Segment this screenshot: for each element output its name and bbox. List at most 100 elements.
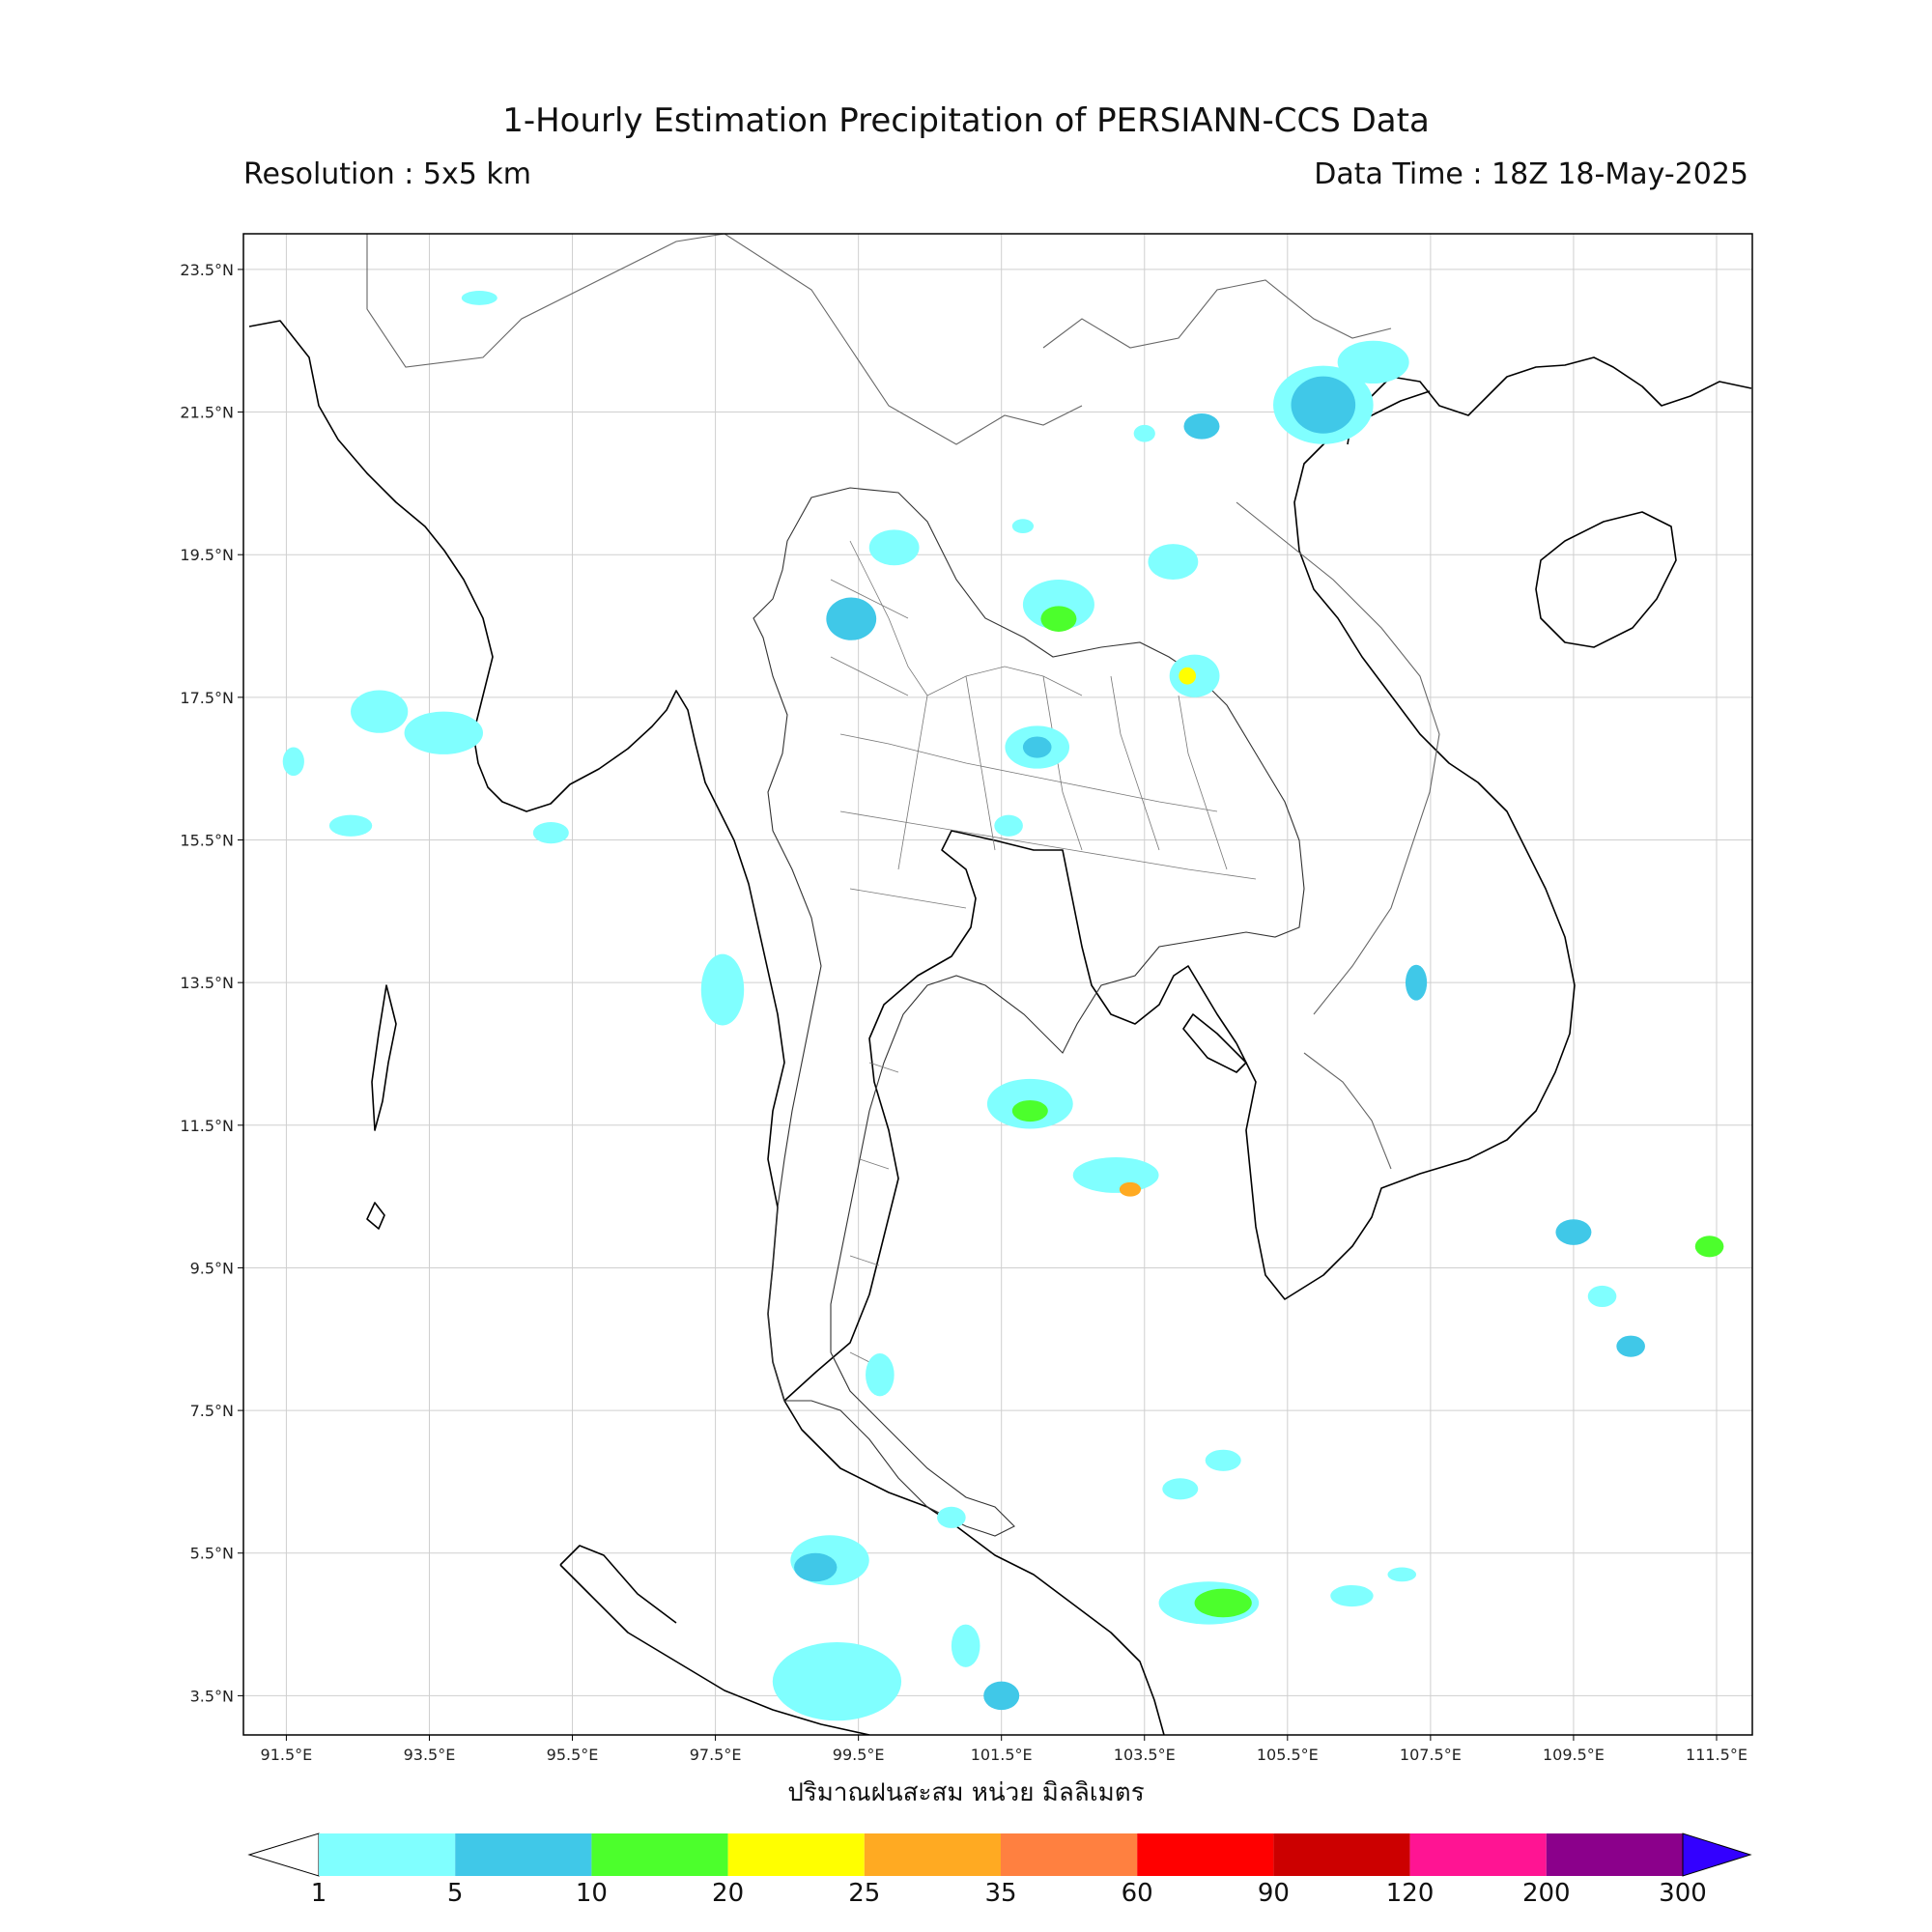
precip-cell	[983, 1681, 1020, 1711]
colorbar	[247, 1833, 1752, 1877]
precip-cell	[868, 529, 920, 566]
coastline-peninsula	[783, 830, 1237, 1402]
border-myanmar-laos	[724, 234, 1083, 445]
precip-cell	[328, 814, 373, 837]
lon-tick-label: 105.5°E	[1257, 1746, 1319, 1764]
lat-tick-label: 21.5°N	[180, 404, 234, 422]
precip-cell	[1011, 1099, 1048, 1122]
precip-cell	[1011, 519, 1035, 534]
precip-cell	[1194, 1588, 1252, 1618]
precip-cell	[700, 953, 745, 1026]
data-time-label: Data Time : 18Z 18-May-2025	[1314, 157, 1748, 191]
colorbar-over-arrow	[1682, 1833, 1752, 1877]
border-laos-vietnam	[1236, 501, 1440, 1015]
colorbar-segment	[727, 1833, 865, 1876]
border-myanmar-china	[366, 234, 725, 368]
colorbar-segment	[864, 1833, 1001, 1876]
resolution-label: Resolution : 5x5 km	[243, 157, 531, 191]
colorbar-segment	[1001, 1833, 1138, 1876]
lon-tick-label: 103.5°E	[1114, 1746, 1176, 1764]
coastline-gulf	[783, 1400, 1165, 1735]
lat-tick-label: 7.5°N	[190, 1402, 234, 1420]
precip-cell	[1119, 1181, 1142, 1197]
coastline-sumatra	[559, 1564, 870, 1735]
province-lines	[830, 540, 1257, 1373]
precip-cell	[1183, 413, 1220, 440]
colorbar-segment	[319, 1833, 456, 1876]
lat-tick-label: 9.5°N	[190, 1259, 234, 1277]
lon-tick-label: 95.5°E	[547, 1746, 599, 1764]
lat-tick-label: 23.5°N	[180, 261, 234, 279]
colorbar-tick-label: 120	[1385, 1879, 1435, 1908]
lat-tick-label: 3.5°N	[190, 1687, 234, 1705]
precip-cell	[461, 291, 497, 305]
lat-tick-label: 13.5°N	[180, 974, 234, 992]
precip-cell	[1337, 340, 1409, 384]
precip-cell	[1694, 1236, 1724, 1258]
precip-cell	[866, 1353, 895, 1397]
colorbar-tick-label: 25	[848, 1879, 881, 1908]
precipitation-cells	[282, 291, 1724, 1721]
precip-cell	[404, 711, 483, 754]
lat-tick-label: 5.5°N	[190, 1545, 234, 1563]
colorbar-segment	[455, 1833, 592, 1876]
precip-cell	[1072, 1157, 1159, 1193]
lon-tick-label: 93.5°E	[404, 1746, 456, 1764]
colorbar-segment	[1409, 1833, 1547, 1876]
colorbar-tick-label: 35	[984, 1879, 1017, 1908]
andaman-islands	[371, 984, 397, 1131]
precip-cell	[1387, 1567, 1417, 1582]
border-laos-china	[1042, 279, 1392, 349]
precip-cell	[1555, 1219, 1592, 1245]
precip-cell	[826, 597, 877, 640]
precip-cell	[532, 822, 569, 844]
colorbar-tick-label: 90	[1257, 1879, 1290, 1908]
graticule	[243, 234, 1752, 1735]
map-frame	[242, 233, 1753, 1736]
colorbar-under-arrow	[247, 1833, 320, 1877]
colorbar-tick-label: 60	[1121, 1879, 1153, 1908]
thailand-outline	[753, 487, 1305, 1537]
colorbar-segment	[591, 1833, 728, 1876]
country-borders	[366, 234, 1440, 1170]
axis-ticks: 23.5°N 21.5°N 19.5°N 17.5°N 15.5°N 13.5°N 11.5…	[180, 261, 1747, 1764]
colorbar-tick-label: 5	[446, 1879, 464, 1908]
precip-cell	[351, 690, 409, 733]
lat-tick-label: 11.5°N	[180, 1117, 234, 1135]
precip-cell	[1040, 606, 1077, 632]
lon-tick-label: 97.5°E	[690, 1746, 742, 1764]
lon-tick-label: 101.5°E	[971, 1746, 1033, 1764]
tonle-sap	[1182, 1013, 1247, 1073]
colorbar-segment	[1546, 1833, 1683, 1876]
colorbar-segment	[1137, 1833, 1274, 1876]
precip-cell	[994, 814, 1023, 837]
lon-tick-label: 91.5°E	[261, 1746, 313, 1764]
precip-cell	[1179, 667, 1197, 685]
precip-cell	[1148, 544, 1199, 581]
coastline-sumatra-north	[559, 1545, 677, 1624]
precip-cell	[1405, 964, 1428, 1001]
lon-tick-label: 99.5°E	[833, 1746, 885, 1764]
precip-cell	[794, 1552, 838, 1582]
colorbar-tick-label: 200	[1521, 1879, 1571, 1908]
lat-tick-label: 17.5°N	[180, 689, 234, 707]
lat-tick-label: 19.5°N	[180, 546, 234, 564]
colorbar-tick-label: 1	[310, 1879, 327, 1908]
precip-cell	[282, 747, 304, 777]
map-xlabel: ปริมาณฝนสะสม หน่วย มิลลิเมตร	[787, 1778, 1145, 1807]
precip-cell	[1022, 580, 1094, 630]
precip-cell	[1205, 1449, 1241, 1471]
lon-tick-label: 109.5°E	[1543, 1746, 1605, 1764]
border-cambodia-vietnam	[1303, 1052, 1392, 1170]
colorbar-tick-label: 10	[575, 1879, 608, 1908]
hainan-island	[1535, 511, 1677, 648]
nicobar-island	[366, 1202, 385, 1230]
precip-cell	[1587, 1285, 1617, 1308]
precip-cell	[772, 1642, 902, 1721]
precip-cell	[937, 1506, 966, 1528]
lon-tick-label: 107.5°E	[1400, 1746, 1462, 1764]
coastline-myanmar	[248, 320, 785, 1402]
precip-cell	[1133, 424, 1155, 442]
precip-cell	[1162, 1478, 1199, 1500]
